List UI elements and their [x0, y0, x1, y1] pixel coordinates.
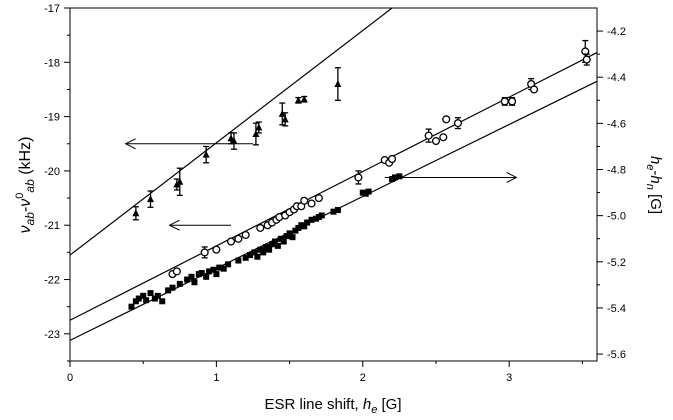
- x-axis-ticks: 0 1 2 3: [67, 361, 582, 384]
- square-point: [155, 293, 161, 299]
- circle-point: [242, 232, 249, 239]
- square-point: [225, 261, 231, 267]
- circle-point: [389, 156, 396, 163]
- square-point: [143, 297, 149, 303]
- circle-point: [308, 200, 315, 207]
- circle-point: [235, 235, 242, 242]
- circle-point: [315, 195, 322, 202]
- y-left-tick-label: -21: [44, 220, 60, 232]
- square-point: [290, 234, 296, 240]
- square-point: [213, 271, 219, 277]
- circle-point: [425, 132, 432, 139]
- y-right-axis-title: he-hn [G]: [644, 156, 664, 214]
- square-point: [281, 239, 287, 245]
- square-point: [275, 243, 281, 249]
- y-right-axis-ticks: -4.2 -4.4 -4.6 -4.8 -5.0 -5.2 -5.4 -5.6: [597, 26, 626, 361]
- y-left-axis-title: νab-ν0ab (kHz): [14, 137, 37, 234]
- circle-point: [440, 134, 447, 141]
- circle-point: [509, 98, 516, 105]
- circle-point: [228, 238, 235, 245]
- square-point: [169, 285, 175, 291]
- y-right-tick-label: -4.6: [607, 118, 626, 130]
- y-right-tick-label: -5.0: [607, 211, 626, 223]
- circle-point: [455, 120, 462, 127]
- circle-point: [583, 56, 590, 63]
- plot-frame: [70, 8, 597, 361]
- y-left-tick-label: -18: [44, 57, 60, 69]
- x-axis-title: ESR line shift, he [G]: [264, 396, 401, 416]
- y-right-tick-label: -5.4: [607, 303, 626, 315]
- square-point: [396, 173, 402, 179]
- square-point: [266, 247, 272, 253]
- square-point: [189, 274, 195, 280]
- circle-point: [257, 225, 264, 232]
- y-left-tick-label: -23: [44, 329, 60, 341]
- y-right-tick-label: -4.4: [607, 72, 626, 84]
- square-point: [203, 274, 209, 280]
- y-right-tick-label: -4.8: [607, 165, 626, 177]
- circle-point: [501, 98, 508, 105]
- y-right-tick-label: -5.2: [607, 257, 626, 269]
- y-right-tick-label: -4.2: [607, 26, 626, 38]
- square-point: [260, 249, 266, 255]
- square-point: [366, 189, 372, 195]
- square-point: [335, 207, 341, 213]
- circle-point: [301, 197, 308, 204]
- y-left-tick-label: -22: [44, 275, 60, 287]
- y-left-tick-label: -19: [44, 112, 60, 124]
- square-point: [319, 212, 325, 218]
- y-left-tick-label: -17: [44, 3, 60, 15]
- square-point: [177, 281, 183, 287]
- circle-point: [531, 86, 538, 93]
- circle-point: [201, 249, 208, 256]
- square-point: [191, 279, 197, 285]
- square-point: [128, 304, 134, 310]
- circle-point: [355, 174, 362, 181]
- y-left-tick-label: -20: [44, 166, 60, 178]
- circle-point: [433, 138, 440, 145]
- x-tick-label: 0: [67, 372, 73, 384]
- y-right-tick-label: -5.6: [607, 349, 626, 361]
- x-tick-label: 1: [213, 372, 219, 384]
- square-point: [254, 254, 260, 260]
- square-point: [235, 258, 241, 264]
- circle-point: [213, 246, 220, 253]
- circle-point: [443, 116, 450, 123]
- circle-point: [173, 268, 180, 275]
- x-tick-label: 3: [506, 372, 512, 384]
- square-point: [159, 298, 165, 304]
- y-left-axis-ticks: -17 -18 -19 -20 -21 -22 -23: [44, 3, 70, 361]
- x-tick-label: 2: [360, 372, 366, 384]
- square-point: [148, 290, 154, 296]
